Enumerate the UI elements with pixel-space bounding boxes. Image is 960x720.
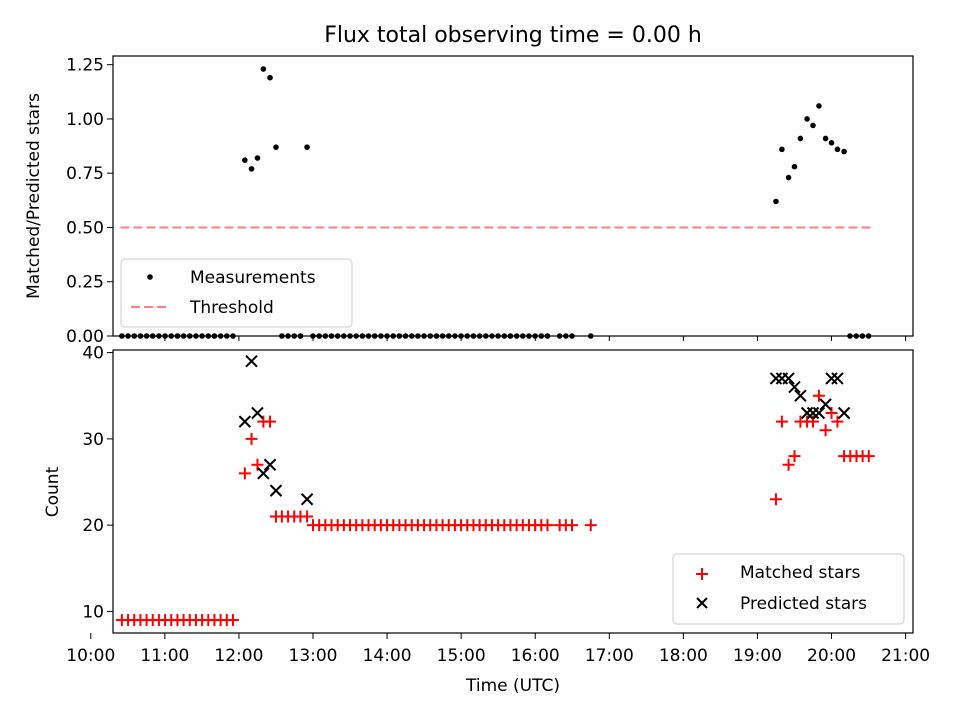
predicted-star-marker xyxy=(819,398,832,411)
top-y-tick-label: 1.00 xyxy=(66,110,104,130)
top-x-ticks xyxy=(90,336,907,341)
x-tick-label: 10:00 xyxy=(66,646,115,666)
x-tick-label: 12:00 xyxy=(214,646,263,666)
x-tick-label: 13:00 xyxy=(289,646,338,666)
matched-star-marker xyxy=(245,432,258,445)
top-plot-frame xyxy=(112,55,914,337)
matched-star-marker xyxy=(775,415,788,428)
legend-predicted-marker xyxy=(696,597,708,609)
x-tick-label: 19:00 xyxy=(733,646,782,666)
matched-star-marker xyxy=(788,450,801,463)
measurement-point xyxy=(791,163,798,170)
x-tick-label: 15:00 xyxy=(437,646,486,666)
bottom-x-ticks: 10:00 11:00 12:00 13:00 14:00 15:00 16:00 17:00… xyxy=(66,633,930,666)
measurement-point xyxy=(797,135,804,142)
legend-measurements-label: Measurements xyxy=(190,268,316,288)
matched-star-marker xyxy=(819,424,832,437)
measurement-point xyxy=(260,66,267,72)
x-tick-label: 14:00 xyxy=(363,646,412,666)
top-y-tick-label: 0.00 xyxy=(66,327,104,347)
bottom-legend-box xyxy=(672,553,905,625)
predicted-star-marker xyxy=(782,372,795,385)
measurement-point xyxy=(804,116,810,122)
predicted-star-marker xyxy=(837,406,851,420)
top-y-tick-label: 0.50 xyxy=(66,218,104,238)
measurement-point xyxy=(816,103,822,109)
top-y-ticks: 0.00 0.25 0.50 0.75 1.00 1.25 xyxy=(66,56,113,347)
legend-predicted-label: Predicted stars xyxy=(740,594,867,614)
top-panel: 0.00 0.25 0.50 0.75 1.00 1.25 Matched/Predict… xyxy=(24,55,914,347)
bottom-y-axis-label: Count xyxy=(43,466,63,517)
matched-star-marker xyxy=(862,450,875,463)
measurement-point xyxy=(834,146,841,153)
x-axis-label: Time (UTC) xyxy=(465,676,560,696)
top-y-tick-label: 0.25 xyxy=(66,273,104,293)
matched-star-marker xyxy=(782,458,795,471)
top-legend-box xyxy=(120,258,353,328)
predicted-star-marker xyxy=(831,372,844,385)
predicted-star-marker xyxy=(251,406,264,420)
legend-threshold-label: Threshold xyxy=(189,298,274,318)
legend-measurements-marker xyxy=(147,274,153,280)
bottom-y-tick-label: 10 xyxy=(82,602,104,622)
predicted-star-marker xyxy=(300,493,314,506)
measurement-point xyxy=(810,122,816,129)
measurement-point xyxy=(822,135,829,142)
top-y-tick-label: 0.75 xyxy=(66,164,104,184)
measurement-point xyxy=(779,146,785,153)
matched-star-marker xyxy=(566,519,579,532)
bottom-y-tick-label: 30 xyxy=(82,430,104,450)
predicted-star-marker xyxy=(794,389,807,402)
predicted-stars-points xyxy=(238,355,851,506)
measurement-points xyxy=(119,66,872,339)
measurement-point xyxy=(273,144,279,150)
measurement-point xyxy=(304,144,310,150)
x-tick-label: 17:00 xyxy=(585,646,634,666)
measurement-point xyxy=(248,166,255,172)
bottom-y-tick-label: 20 xyxy=(82,516,104,536)
x-tick-label: 21:00 xyxy=(881,646,930,666)
matched-star-marker xyxy=(584,519,597,532)
matched-star-marker xyxy=(269,510,282,523)
predicted-star-marker xyxy=(269,484,283,497)
x-tick-label: 18:00 xyxy=(659,646,708,666)
chart-title: Flux total observing time = 0.00 h xyxy=(324,23,702,48)
predicted-star-marker xyxy=(257,467,270,480)
matched-star-marker xyxy=(301,510,314,523)
bottom-plot-frame xyxy=(112,349,914,634)
predicted-star-marker xyxy=(788,380,801,394)
matched-star-marker xyxy=(541,519,554,532)
matched-star-marker xyxy=(264,415,277,428)
matched-star-marker xyxy=(812,389,825,402)
bottom-y-tick-label: 40 xyxy=(82,344,104,364)
x-tick-label: 16:00 xyxy=(511,646,560,666)
measurement-point xyxy=(242,157,248,163)
bottom-legend: Matched stars Predicted stars xyxy=(672,553,905,625)
x-tick-label: 11:00 xyxy=(140,646,189,666)
legend-matched-marker xyxy=(696,568,708,580)
predicted-star-marker xyxy=(812,406,826,420)
predicted-star-marker xyxy=(245,355,258,368)
x-tick-label: 20:00 xyxy=(807,646,856,666)
predicted-star-marker xyxy=(238,415,252,428)
top-y-tick-label: 1.25 xyxy=(66,56,104,76)
matched-stars-points xyxy=(115,389,875,627)
matched-star-marker xyxy=(226,614,239,627)
measurement-point xyxy=(841,148,847,155)
measurement-point xyxy=(828,140,835,146)
matched-star-marker xyxy=(831,415,844,428)
bottom-y-ticks: 10 20 30 40 xyxy=(82,344,113,622)
top-legend: Measurements Threshold xyxy=(120,258,353,328)
measurement-point xyxy=(254,155,261,161)
legend-matched-label: Matched stars xyxy=(740,563,860,583)
matched-star-marker xyxy=(238,467,251,480)
measurement-point xyxy=(267,74,273,81)
matched-star-marker xyxy=(769,493,782,506)
predicted-star-marker xyxy=(263,458,277,471)
measurement-point xyxy=(785,174,792,181)
top-y-axis-label: Matched/Predicted stars xyxy=(24,93,44,299)
measurement-point xyxy=(773,198,779,205)
